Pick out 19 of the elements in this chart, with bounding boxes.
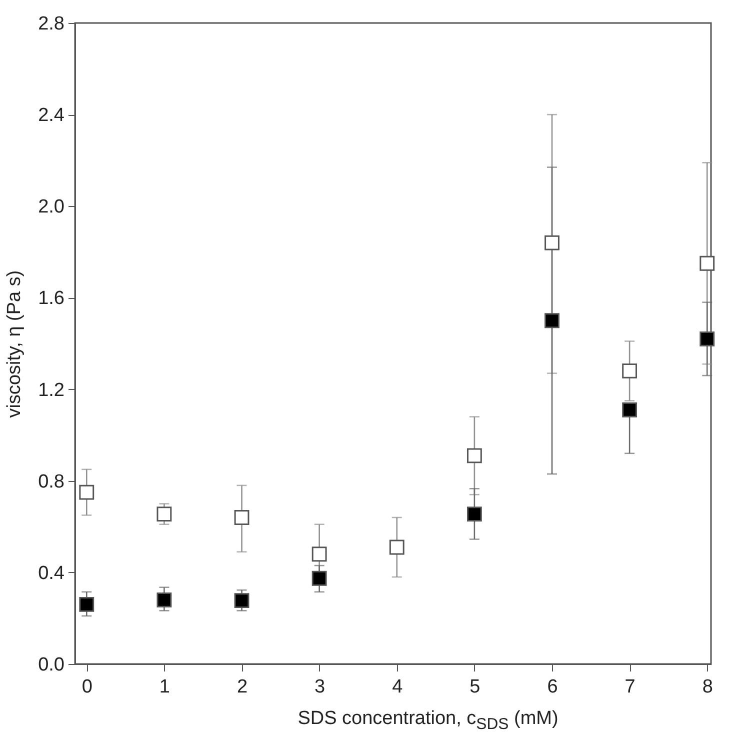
x-tick-label: 3 (314, 676, 326, 698)
y-tick-label: 2.4 (38, 105, 65, 126)
x-tick-label: 6 (547, 676, 558, 698)
y-tick-label: 2.0 (38, 196, 64, 218)
x-tick-label: 5 (470, 676, 480, 698)
y-tick-label: 0.0 (38, 654, 64, 676)
y-axis-title: viscosity, η (Pa s) (4, 270, 26, 418)
y-tick-label: 1.2 (38, 380, 64, 401)
x-tick-label: 0 (82, 676, 92, 698)
y-tick-label: 1.6 (38, 288, 64, 310)
x-axis-title: SDS concentration, c$_{SDS}$ (mM) (296, 708, 560, 734)
x-tick-label: 1 (159, 676, 170, 698)
y-tick-label: 0.4 (38, 562, 65, 584)
x-tick-label: 2 (236, 676, 248, 698)
y-tick-label: 0.8 (38, 471, 64, 492)
y-tick-label: 2.8 (38, 14, 64, 34)
x-tick-label: 8 (702, 676, 713, 698)
x-tick-label: 7 (624, 676, 636, 698)
x-tick-label: 4 (392, 676, 404, 698)
